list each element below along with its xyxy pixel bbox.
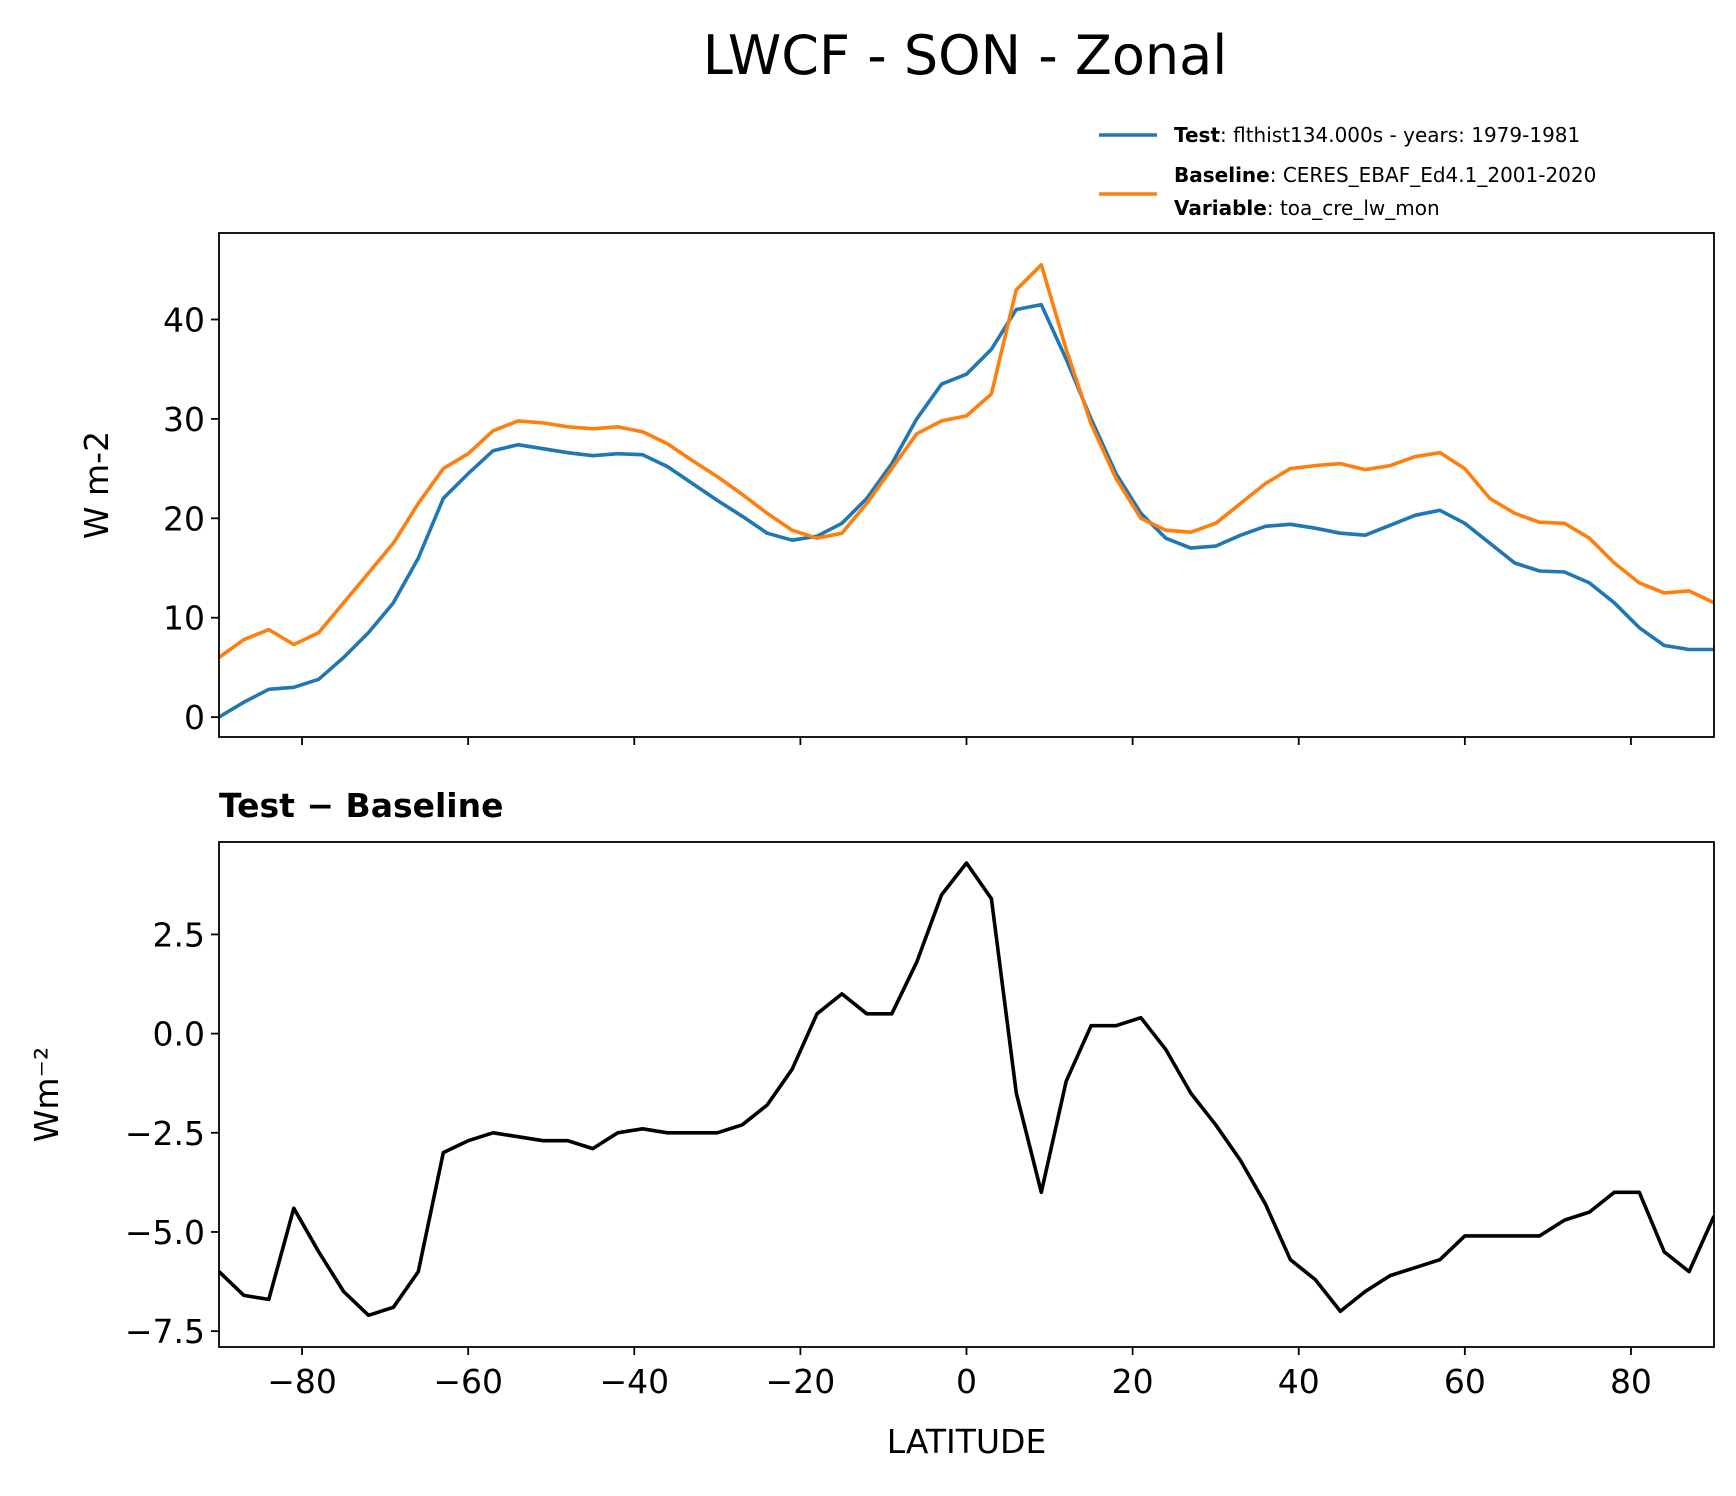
x-tick-label: 80	[1610, 1362, 1652, 1401]
y-tick-label: 30	[163, 400, 205, 439]
figure-title: LWCF - SON - Zonal	[703, 24, 1227, 87]
x-tick-label: 20	[1112, 1362, 1154, 1401]
axes-frame	[218, 232, 1715, 738]
data-line	[219, 302, 1714, 719]
x-tick-label: 40	[1278, 1362, 1320, 1401]
x-tick-label: −80	[267, 1362, 337, 1401]
x-tick-label: −60	[433, 1362, 503, 1401]
x-tick-label: 60	[1444, 1362, 1486, 1401]
y-axis-label: Wm⁻²	[27, 1047, 66, 1142]
legend-note-description: : toa_cre_lw_mon	[1267, 196, 1440, 220]
y-tick-label: 40	[163, 300, 205, 339]
legend-entry: Test: flthist134.000s - years: 1979-1981	[1174, 123, 1580, 147]
x-tick-label: 0	[956, 1362, 977, 1401]
y-tick-label: 2.5	[153, 915, 205, 954]
legend-description: : flthist134.000s - years: 1979-1981	[1220, 123, 1580, 147]
data-line	[219, 263, 1714, 659]
data-line	[219, 861, 1714, 1318]
x-tick-label: −20	[766, 1362, 836, 1401]
legend-name: Baseline	[1174, 163, 1270, 187]
legend-description: : CERES_EBAF_Ed4.1_2001-2020	[1270, 163, 1597, 187]
y-tick-label: 20	[163, 499, 205, 538]
x-tick-label: −40	[599, 1362, 669, 1401]
legend-note-name: Variable	[1174, 196, 1267, 220]
legend-entry: Baseline: CERES_EBAF_Ed4.1_2001-2020	[1174, 163, 1596, 187]
y-tick-label: −7.5	[125, 1312, 205, 1351]
y-axis-label: W m-2	[77, 431, 116, 539]
x-axis-label: LATITUDE	[887, 1422, 1047, 1461]
legend-note: Variable: toa_cre_lw_mon	[1174, 196, 1440, 220]
y-tick-label: −5.0	[125, 1213, 205, 1252]
axes-frame	[218, 841, 1715, 1348]
y-tick-label: 0	[184, 698, 205, 737]
legend-name: Test	[1174, 123, 1220, 147]
y-tick-label: −2.5	[125, 1114, 205, 1153]
y-tick-label: 10	[163, 599, 205, 638]
axes-title: Test − Baseline	[219, 786, 504, 825]
y-tick-label: 0.0	[153, 1015, 205, 1054]
